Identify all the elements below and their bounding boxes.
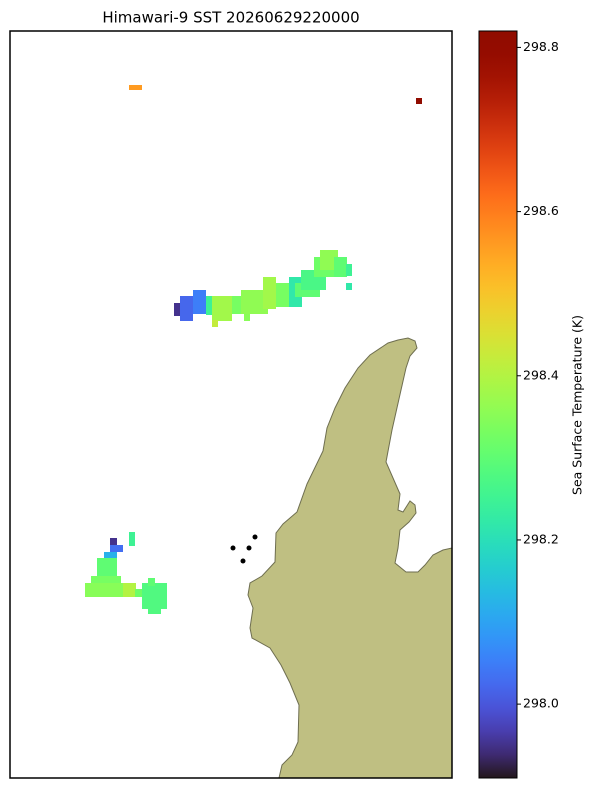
sst-cell (174, 303, 181, 316)
map-area (85, 85, 452, 778)
sst-cell (85, 583, 135, 597)
sst-cell (212, 296, 232, 321)
colorbar-tick-label: 298.0 (523, 696, 559, 711)
station-dot (246, 545, 252, 551)
map-title: Himawari-9 SST 20260629220000 (102, 9, 359, 27)
station-dot (240, 558, 246, 564)
sst-cell (97, 558, 117, 576)
sst-cell (110, 545, 123, 552)
sst-cell (180, 296, 193, 321)
sst-cell (244, 314, 250, 321)
sst-cell (276, 283, 289, 307)
sst-cell (320, 250, 338, 270)
sst-cell (212, 320, 218, 327)
station-dot (230, 545, 236, 551)
colorbar-tick-label: 298.4 (523, 367, 559, 382)
sst-cell (142, 583, 167, 609)
sst-cell (232, 296, 242, 314)
sst-cell (263, 277, 276, 309)
sst-cell (129, 85, 142, 90)
sst-cell (148, 606, 161, 614)
sst-cell (416, 98, 422, 104)
sst-cells (85, 85, 422, 614)
sst-cell (110, 538, 117, 551)
sst-cell (193, 290, 206, 314)
colorbar-ticks: 298.0 298.2 298.4 298.6 298.8 (517, 39, 559, 711)
colorbar-tick-label: 298.6 (523, 203, 559, 218)
colorbar-tick-label: 298.2 (523, 531, 559, 546)
map-frame (9, 30, 453, 779)
sst-cell (123, 583, 136, 597)
land (247, 337, 452, 778)
sst-cell (135, 589, 148, 597)
sst-cell (346, 264, 352, 276)
station-dot (252, 534, 258, 540)
sst-cell (148, 578, 155, 586)
colorbar-label: Sea Surface Temperature (K) (570, 315, 585, 495)
colorbar (478, 30, 518, 779)
sst-cell (104, 552, 117, 559)
colorbar-tick-label: 298.8 (523, 39, 559, 54)
sst-cell (334, 257, 347, 277)
sst-cell (346, 283, 352, 290)
sst-cell (129, 532, 135, 546)
